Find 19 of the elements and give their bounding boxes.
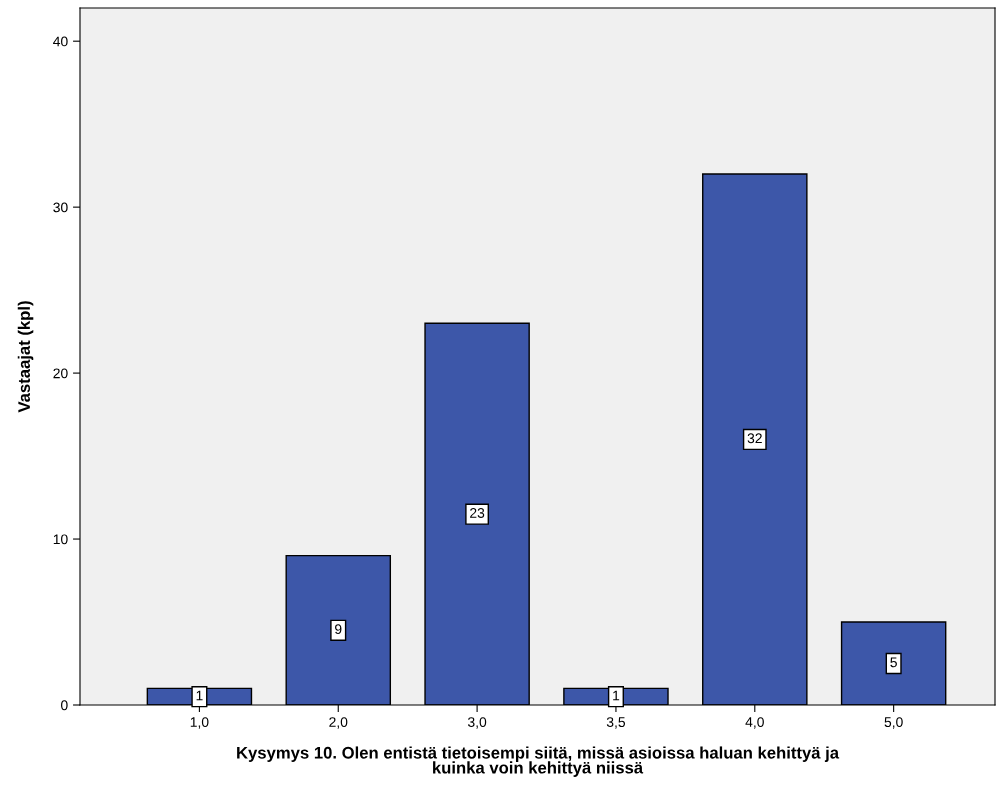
x-tick-label: 4,0	[745, 717, 764, 729]
x-tick-label: 2,0	[329, 717, 348, 729]
x-tick-label: 3,0	[467, 717, 487, 729]
y-tick-label: 20	[53, 368, 68, 379]
x-tick-label: 3,5	[606, 717, 626, 729]
data-label: 1	[196, 690, 203, 701]
data-label: 23	[470, 508, 485, 518]
y-tick-label: 10	[53, 534, 68, 545]
data-label: 9	[335, 624, 342, 635]
y-tick-label: 30	[53, 202, 68, 213]
y-tick-label: 0	[61, 700, 68, 711]
y-axis-title: Vastaajat (kpl)	[17, 301, 34, 413]
x-axis-title: Kysymys 10. Olen entistä tietoisempi siitä, missä asioissa haluan kehittyä ja kuinka voin kehittyä niissä	[237, 746, 840, 777]
x-tick-label: 1,0	[190, 717, 209, 729]
x-tick-label: 5,0	[884, 717, 903, 729]
data-label: 5	[890, 657, 897, 668]
data-label: 32	[747, 433, 762, 444]
y-tick-label: 40	[53, 36, 68, 47]
data-label: 1	[613, 690, 620, 701]
